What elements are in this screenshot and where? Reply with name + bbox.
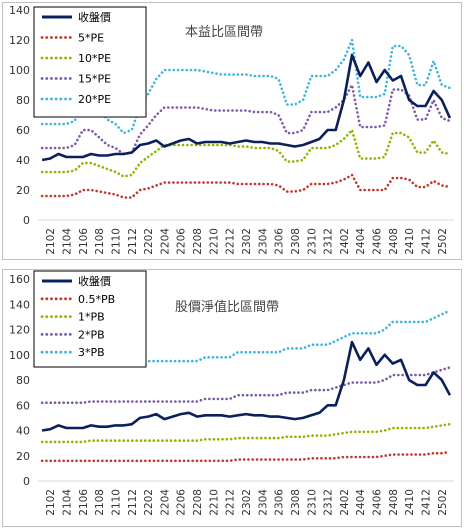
x-tick-label: 2210 [208,489,220,516]
x-tick-label: 2212 [225,489,237,516]
y-tick-label: 40 [16,425,30,438]
x-tick-label: 2412 [420,228,432,255]
x-tick-label: 2408 [388,489,400,516]
x-tick-label: 2412 [420,489,432,516]
x-tick-label: 2208 [192,489,204,516]
x-tick-label: 2104 [62,228,74,255]
series-line-band [40,450,452,463]
x-tick-label: 2410 [404,228,416,255]
x-tick-label: 2402 [339,489,351,516]
legend-label: 3*PB [78,346,105,359]
x-tick-label: 2302 [241,489,253,516]
x-tick-label: 2310 [306,228,318,255]
x-tick-label: 2204 [159,228,171,255]
y-tick-label: 60 [16,124,30,137]
series-line-price [41,53,452,162]
x-tick-label: 2312 [323,228,335,255]
series-line-band [40,38,452,135]
y-tick-label: 120 [9,324,30,337]
legend-label: 15*PE [78,73,111,86]
x-tick-label: 2308 [290,228,302,255]
series-line-band [40,128,452,178]
y-tick-label: 60 [16,399,30,412]
y-tick-label: 0 [23,475,30,488]
y-tick-label: 80 [16,94,30,107]
chart-title: 本益比區間帶 [185,25,263,40]
x-tick-label: 2102 [45,489,57,516]
x-tick-label: 2206 [176,228,188,255]
x-tick-label: 2502 [437,489,449,516]
x-tick-label: 2312 [323,489,335,516]
x-tick-label: 2106 [78,228,90,255]
x-tick-label: 2108 [94,489,106,516]
y-tick-label: 140 [9,4,30,17]
x-tick-label: 2110 [110,228,122,255]
x-tick-label: 2410 [404,489,416,516]
x-tick-label: 2102 [45,228,57,255]
x-tick-label: 2302 [241,228,253,255]
x-tick-label: 2406 [372,228,384,255]
legend-label: 1*PB [78,311,105,324]
x-tick-label: 2210 [208,228,220,255]
legend-label: 2*PB [78,328,105,341]
x-tick-label: 2310 [306,489,318,516]
x-tick-label: 2406 [372,489,384,516]
x-tick-label: 2404 [355,228,367,255]
y-tick-label: 80 [16,374,30,387]
x-tick-label: 2304 [257,228,269,255]
series-line-band [40,366,452,404]
x-tick-label: 2108 [94,228,106,255]
y-tick-label: 120 [9,34,30,47]
y-tick-label: 20 [16,450,30,463]
x-tick-label: 2202 [143,228,155,255]
legend: 收盤價 0.5*PB 1*PB 2*PB 3*PB [33,270,147,368]
x-tick-label: 2502 [437,228,449,255]
legend-label: 10*PE [78,52,111,65]
x-tick-label: 2408 [388,228,400,255]
pe-band-chart-svg: 0 20 40 60 80 100 120 140 2102 2104 2106 2108 2110 21… [2,2,462,260]
x-tick-label: 2304 [257,489,269,516]
legend-box [33,270,147,368]
y-tick-label: 100 [9,349,30,362]
x-tick-label: 2106 [78,489,90,516]
x-tick-label: 2206 [176,489,188,516]
x-tick-label: 2112 [127,489,139,516]
x-tick-label: 2208 [192,228,204,255]
legend-label: 20*PE [78,93,111,106]
x-tick-label: 2110 [110,489,122,516]
series-line-price [41,340,452,432]
x-tick-label: 2112 [127,228,139,255]
y-tick-label: 0 [23,214,30,227]
pb-band-chart-svg: 0 20 40 60 80 100 120 140 160 2102 2104 2106 2108 211… [2,269,462,527]
series-line-band [40,173,452,199]
legend-label: 收盤價 [78,10,111,24]
x-tick-label: 2306 [274,489,286,516]
x-tick-label: 2212 [225,228,237,255]
y-tick-label: 160 [9,273,30,286]
chart-title: 股價淨值比區間帶 [175,299,279,315]
x-tick-label: 2402 [339,228,351,255]
x-tick-label: 2204 [159,489,171,516]
x-tick-label: 2308 [290,489,302,516]
pe-band-chart: 0 20 40 60 80 100 120 140 2102 2104 2106 2108 2110 21… [2,2,462,260]
legend: 收盤價 5*PE 10*PE 15*PE 20*PE [33,6,147,118]
legend-label: 0.5*PB [78,293,115,306]
x-tick-label: 2306 [274,228,286,255]
y-tick-label: 100 [9,64,30,77]
y-tick-label: 140 [9,298,30,311]
series-line-band [40,83,452,156]
legend-label: 5*PE [78,32,104,45]
y-tick-label: 40 [16,154,30,167]
pb-band-chart: 0 20 40 60 80 100 120 140 160 2102 2104 2106 2108 211… [2,269,462,527]
legend-label: 收盤價 [78,274,111,288]
x-tick-label: 2202 [143,489,155,516]
series-line-band [40,422,452,444]
x-tick-label: 2104 [62,489,74,516]
y-tick-label: 20 [16,184,30,197]
x-tick-label: 2404 [355,489,367,516]
